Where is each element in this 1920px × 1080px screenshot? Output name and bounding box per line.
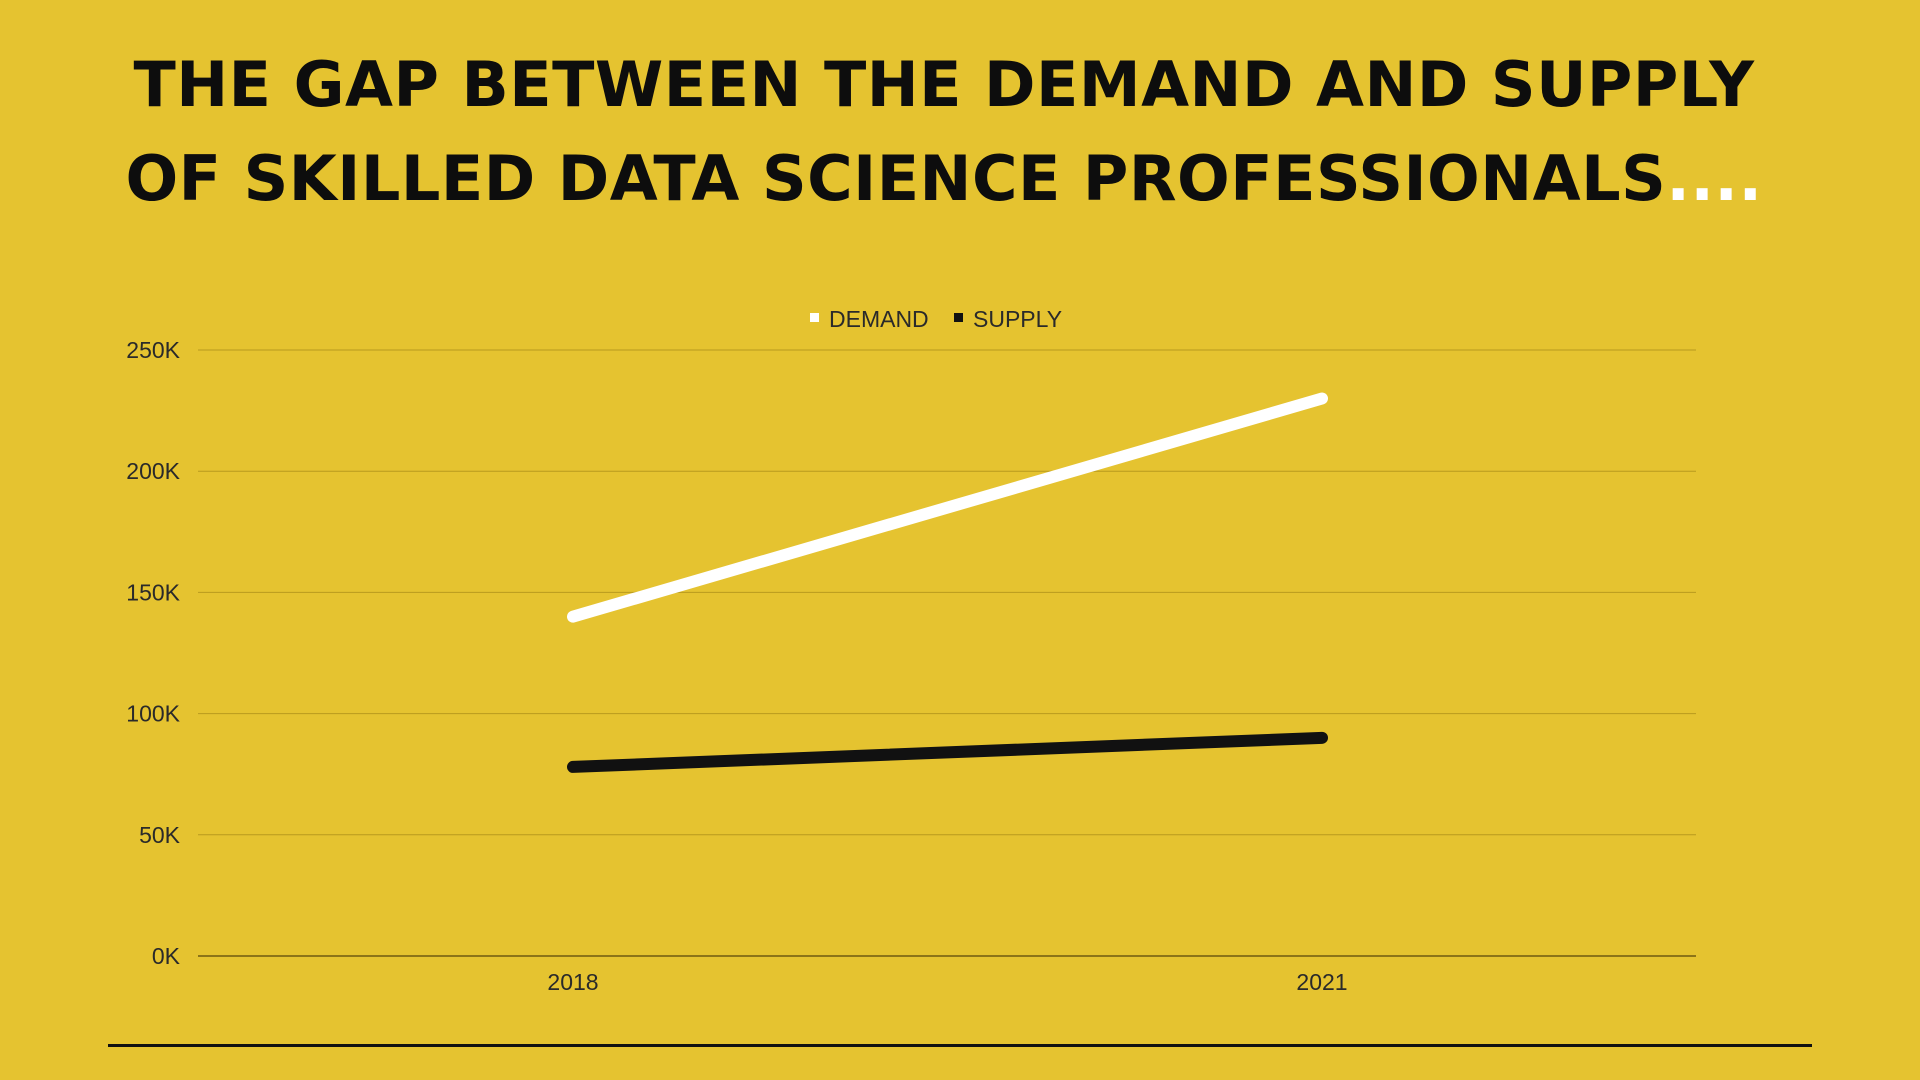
series-line-supply <box>567 731 1328 773</box>
chart-title-line-1: THE GAP BETWEEN THE DEMAND AND SUPPLY <box>133 48 1755 121</box>
legend-label-supply: SUPPLY <box>973 306 1062 332</box>
x-tick-label: 2018 <box>547 969 598 995</box>
y-tick-label: 250K <box>126 337 180 363</box>
grid-lines <box>198 349 1696 957</box>
bottom-divider <box>108 1044 1812 1047</box>
legend-swatch-supply <box>954 313 963 322</box>
chart-title: THE GAP BETWEEN THE DEMAND AND SUPPLY OF… <box>0 38 1888 226</box>
legend: DEMAND SUPPLY <box>810 306 1062 332</box>
legend-swatch-demand <box>810 313 819 322</box>
x-tick-label: 2021 <box>1296 969 1347 995</box>
chart-title-line-2-text: OF SKILLED DATA SCIENCE PROFESSIONALS <box>125 142 1667 215</box>
y-tick-label: 100K <box>126 701 180 727</box>
y-tick-label: 150K <box>126 579 180 605</box>
legend-label-demand: DEMAND <box>829 306 929 332</box>
y-tick-label: 50K <box>139 822 181 848</box>
chart-title-line-2: OF SKILLED DATA SCIENCE PROFESSIONALS...… <box>0 132 1888 226</box>
y-tick-label: 200K <box>126 458 180 484</box>
y-tick-label: 0K <box>152 943 181 969</box>
x-axis-tick-labels: 2018 2021 <box>547 969 1347 995</box>
y-axis-tick-labels: 250K 200K 150K 100K 50K 0K <box>126 337 180 969</box>
chart-title-ellipsis: .... <box>1666 142 1763 215</box>
series-line-demand <box>567 392 1328 623</box>
series-lines <box>567 392 1328 773</box>
